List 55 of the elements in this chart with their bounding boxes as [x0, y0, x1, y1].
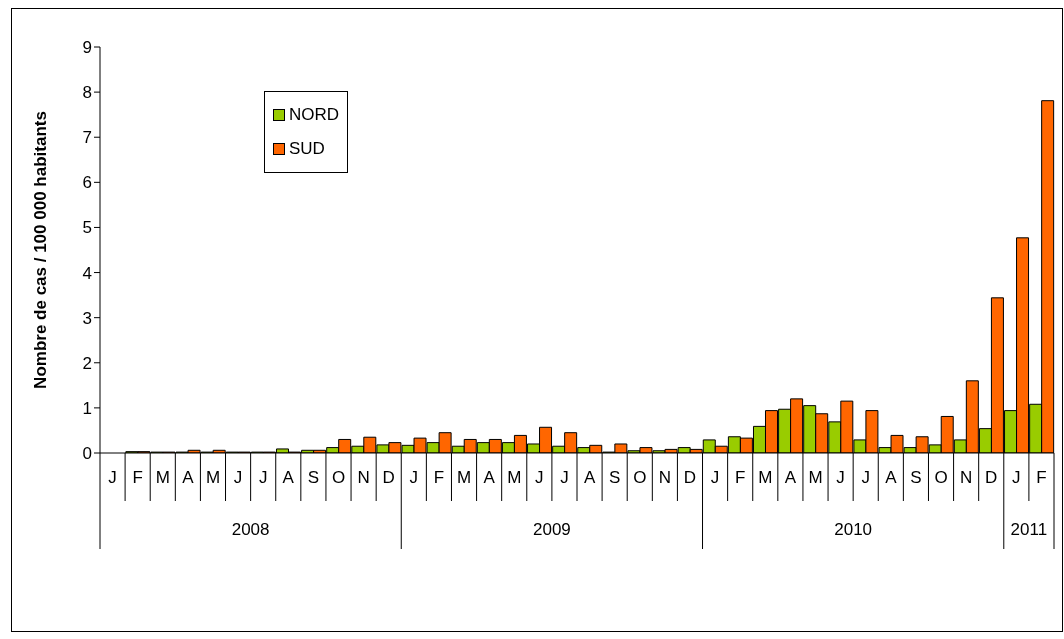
y-tick-label: 2 — [82, 353, 92, 373]
text: 2010 — [834, 520, 873, 539]
x-tick-label: F — [132, 468, 143, 487]
x-tick-label: J — [233, 468, 243, 487]
y-tick-label: 5 — [82, 218, 92, 238]
text: 2011 — [1010, 520, 1048, 539]
text: 2009 — [532, 520, 571, 539]
x-tick-label: J — [535, 468, 544, 487]
x-tick-label: A — [885, 468, 898, 487]
x-tick-label: J — [108, 468, 117, 487]
x-tick-label: J — [861, 468, 870, 487]
x-tick-label: F — [734, 468, 746, 487]
legend-label: SUD — [289, 138, 325, 160]
x-tick-label: A — [282, 468, 295, 487]
x-tick-label: D — [683, 468, 697, 487]
x-tick-label: D — [985, 468, 998, 487]
x-tick-label: M — [205, 468, 221, 487]
x-tick-label: O — [633, 468, 647, 487]
y-tick-label: 9 — [82, 38, 92, 58]
x-tick-label: M — [808, 468, 823, 487]
x-tick-label: M — [456, 468, 472, 487]
y-axis-title: Nombre de cas / 100 000 habitants — [31, 111, 51, 389]
x-tick-label: J — [836, 468, 845, 487]
x-tick-label: M — [758, 468, 773, 487]
x-tick-label: A — [182, 468, 195, 487]
x-tick-label: M — [507, 468, 522, 487]
text: 2008 — [231, 520, 270, 539]
x-tick-label: S — [608, 468, 621, 487]
x-tick-label: O — [331, 468, 346, 487]
x-tick-label: N — [658, 468, 672, 487]
y-tick-label: 6 — [82, 173, 92, 193]
x-tick-label: S — [307, 468, 320, 487]
x-tick-label: M — [155, 468, 170, 487]
y-tick-label: 3 — [82, 308, 92, 328]
y-tick-label: 1 — [82, 398, 92, 418]
x-tick-label: N — [959, 468, 973, 487]
x-tick-label: S — [910, 468, 922, 487]
y-tick-label: 0 — [82, 444, 92, 464]
legend-label: NORD — [289, 104, 340, 126]
y-tick-label: 4 — [82, 263, 92, 283]
x-tick-label: F — [1036, 468, 1047, 487]
x-tick-label: A — [583, 468, 596, 487]
x-tick-label: F — [433, 468, 445, 487]
x-tick-label: J — [258, 468, 268, 487]
x-tick-label: J — [560, 468, 569, 487]
x-tick-label: A — [483, 468, 496, 487]
x-tick-label: J — [1012, 468, 1021, 487]
y-tick-label: 7 — [82, 128, 92, 148]
x-tick-label: A — [784, 468, 797, 487]
x-tick-label: J — [409, 468, 419, 487]
x-tick-label: O — [934, 468, 948, 487]
y-tick-label: 8 — [82, 83, 92, 103]
x-tick-label: N — [357, 468, 370, 487]
x-tick-label: D — [382, 468, 395, 487]
x-tick-label: J — [710, 468, 720, 487]
